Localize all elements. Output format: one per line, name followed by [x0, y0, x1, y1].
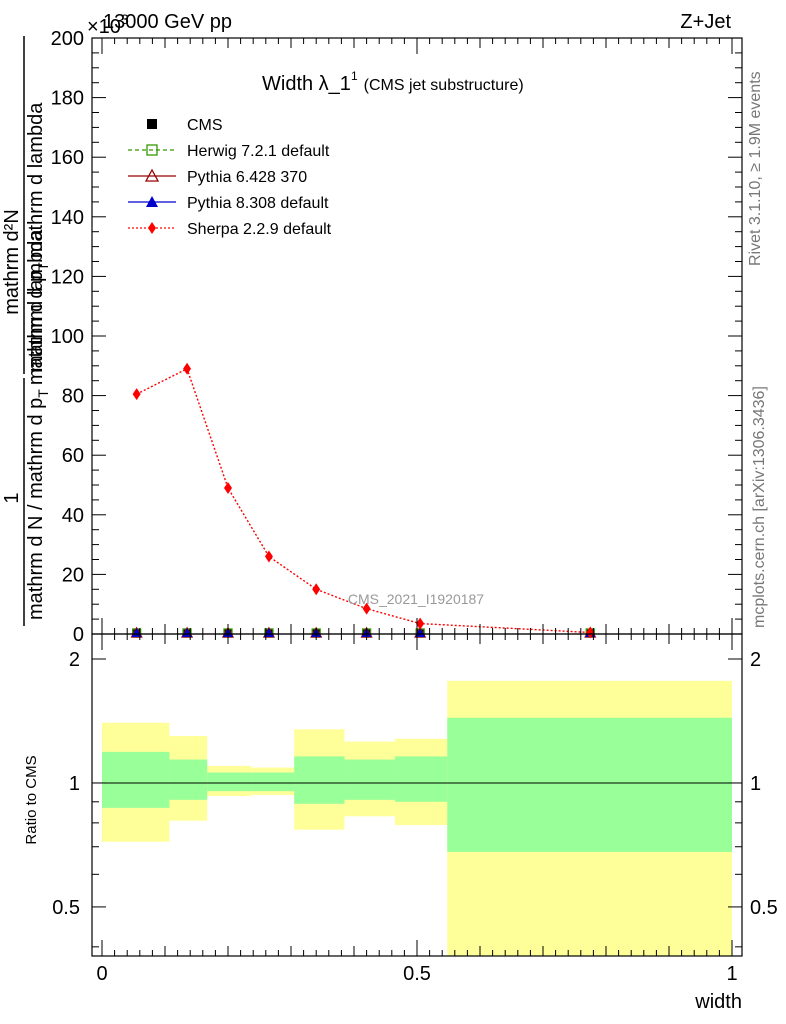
- ticks: [92, 37, 742, 956]
- x-tick-label: 0.5: [403, 963, 431, 985]
- legend-marker-4: [148, 222, 156, 234]
- legend-marker-1: [146, 144, 158, 156]
- ratio-band-inner: [251, 772, 295, 792]
- ratio-y-tick-label-right: 0.5: [750, 897, 778, 919]
- legend-label-0: CMS: [187, 117, 223, 134]
- ratio-y-axis-label: Ratio to CMS: [23, 755, 40, 844]
- main-y-tick-label: 140: [51, 207, 84, 229]
- main-y-tick-label: 40: [62, 505, 84, 527]
- ratio-y-tick-label: 0.5: [52, 897, 80, 919]
- svg-text:mathrm d²N: mathrm d²N: [1, 209, 23, 315]
- marker-pythia: [415, 628, 426, 637]
- ratio-y-tick-label-right: 2: [750, 649, 761, 671]
- ratio-band-inner: [394, 756, 448, 802]
- main-y-tick-label: 200: [51, 28, 84, 50]
- ratio-bands: [102, 680, 732, 956]
- legend-label-1: Herwig 7.2.1 default: [187, 143, 330, 160]
- marker-sherpa: [224, 481, 232, 494]
- marker-pythia: [131, 628, 142, 637]
- ratio-band-inner: [294, 756, 345, 804]
- process-label: Z+Jet: [680, 11, 731, 33]
- legend: CMS Herwig 7.2.1 default Pythia 6.428 370 P…: [128, 117, 332, 238]
- ratio-band-inner: [207, 772, 252, 792]
- main-y-tick-label: 20: [62, 564, 84, 586]
- marker-sherpa: [312, 583, 321, 596]
- legend-marker-3: [146, 196, 158, 207]
- analysis-label: CMS_2021_I1920187: [348, 591, 484, 607]
- legend-label-3: Pythia 8.308 default: [187, 195, 329, 212]
- marker-sherpa: [416, 617, 425, 630]
- marker-pythia: [182, 628, 193, 637]
- ratio-band-inner: [344, 759, 395, 800]
- marker-sherpa: [586, 626, 595, 639]
- marker-sherpa: [264, 550, 273, 563]
- sherpa-line: [136, 367, 591, 634]
- main-y-tick-label: 120: [51, 266, 84, 288]
- exponent-label: ×103: [87, 11, 129, 38]
- marker-pythia: [263, 628, 274, 637]
- main-y-tick-label: 160: [51, 147, 84, 169]
- x-tick-label: 1: [726, 963, 737, 985]
- marker-sherpa: [132, 388, 141, 401]
- plot-title: Width λ_11(CMS jet substructure): [262, 69, 524, 95]
- x-tick-label: 0: [96, 963, 107, 985]
- main-y-tick-label: 80: [62, 386, 84, 408]
- svg-text:mathrm d pTmathrm d lambda: mathrm d pTmathrm d lambda: [25, 102, 51, 372]
- ratio-band-inner: [447, 717, 732, 852]
- svg-text:mathrm d N / mathrm d pTmathrm: mathrm d N / mathrm d pTmathrm d lambda: [25, 229, 51, 620]
- tick-labels: 0 20 40 60 80 100 120 140 160 180 200 0 0.5 1 0.5 0.5 1 1…: [51, 28, 778, 985]
- main-y-axis-label: 1 mathrm d N / mathrm d pTmathrm d lambd…: [1, 36, 51, 626]
- marker-sherpa: [183, 362, 192, 375]
- sherpa-series-line: [136, 367, 591, 634]
- ratio-y-tick-label-right: 1: [750, 773, 761, 795]
- svg-text:1: 1: [1, 492, 23, 503]
- main-y-tick-label: 60: [62, 445, 84, 467]
- ratio-y-tick-label: 2: [69, 649, 80, 671]
- main-y-tick-label: 0: [73, 624, 84, 646]
- main-y-tick-label: 180: [51, 88, 84, 110]
- legend-label-4: Sherpa 2.2.9 default: [187, 221, 332, 238]
- ratio-band-inner: [169, 759, 208, 800]
- legend-marker-0: [147, 119, 157, 129]
- legend-marker-2: [144, 168, 160, 182]
- main-y-tick-label: 100: [51, 326, 84, 348]
- rivet-label: Rivet 3.1.10, ≥ 1.9M events: [747, 71, 764, 266]
- energy-label: 13000 GeV pp: [103, 11, 232, 33]
- ratio-y-tick-label: 1: [69, 773, 80, 795]
- ratio-band-inner: [102, 751, 170, 808]
- marker-sherpa: [362, 602, 371, 615]
- legend-label-2: Pythia 6.428 370: [187, 169, 307, 186]
- x-axis-label: width: [694, 991, 742, 1013]
- mcplots-label: mcplots.cern.ch [arXiv:1306.3436]: [751, 386, 768, 628]
